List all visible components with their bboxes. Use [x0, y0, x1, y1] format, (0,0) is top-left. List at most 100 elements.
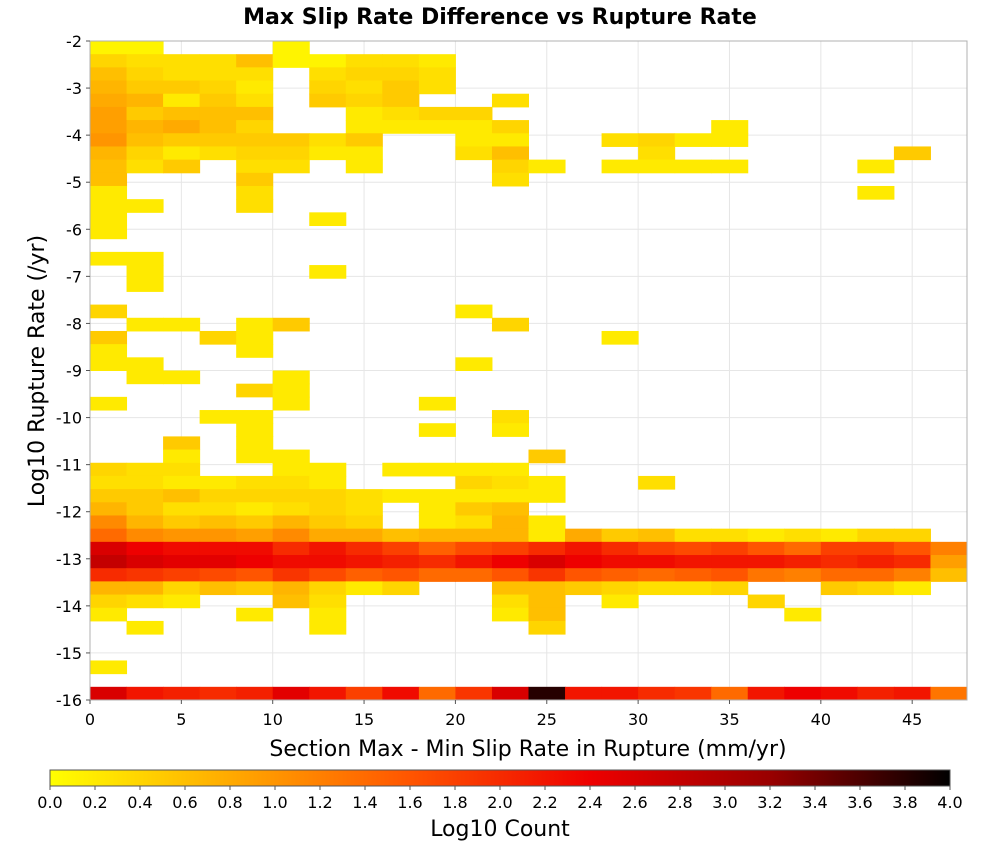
heatmap-cell	[893, 581, 931, 596]
heatmap-cell	[674, 133, 712, 147]
heatmap-cell	[309, 555, 347, 569]
heatmap-cell	[90, 106, 128, 121]
heatmap-cell	[236, 133, 274, 147]
heatmap-cell	[820, 541, 858, 556]
heatmap-cell	[236, 185, 274, 200]
heatmap-cell	[674, 528, 712, 543]
heatmap-cell	[638, 555, 676, 569]
heatmap-cell	[236, 383, 274, 398]
heatmap-cell	[126, 620, 164, 635]
heatmap-cell	[711, 541, 749, 556]
heatmap-cell	[345, 106, 383, 121]
heatmap-cell	[418, 489, 456, 503]
heatmap-cell	[126, 80, 164, 95]
heatmap-cell	[90, 80, 128, 95]
heatmap-cell	[638, 159, 676, 174]
heatmap-cell	[163, 67, 201, 82]
heatmap-cell	[163, 146, 201, 161]
heatmap-cell	[126, 489, 164, 503]
heatmap-cell	[126, 199, 164, 213]
heatmap-cell	[345, 555, 383, 569]
heatmap-cell	[90, 41, 128, 55]
colorbar-tick-label: 3.6	[847, 793, 872, 812]
colorbar-tick-label: 1.2	[307, 793, 332, 812]
heatmap-cell	[126, 475, 164, 490]
heatmap-cell	[455, 357, 493, 371]
heatmap-cell	[528, 620, 566, 635]
x-tick-label: 15	[354, 710, 374, 729]
heatmap-cell	[236, 67, 274, 82]
heatmap-cell	[163, 555, 201, 569]
heatmap-cell	[272, 555, 310, 569]
heatmap-cell	[638, 528, 676, 543]
x-tick-label: 25	[537, 710, 557, 729]
heatmap-cell	[199, 502, 237, 516]
heatmap-cell	[236, 449, 274, 464]
x-tick-label: 10	[263, 710, 283, 729]
heatmap-cell	[90, 489, 128, 503]
heatmap-cell	[163, 436, 201, 451]
heatmap-cell	[236, 436, 274, 451]
heatmap-cell	[418, 396, 456, 411]
heatmap-cell	[455, 515, 493, 530]
heatmap-cell	[272, 541, 310, 556]
x-tick-label: 30	[628, 710, 648, 729]
heatmap-cell	[236, 607, 274, 622]
heatmap-cell	[674, 159, 712, 174]
heatmap-cell	[455, 489, 493, 503]
heatmap-cell	[345, 54, 383, 68]
heatmap-cell	[272, 449, 310, 464]
heatmap-cell	[820, 555, 858, 569]
heatmap-cell	[491, 489, 529, 503]
heatmap-cell	[90, 502, 128, 516]
heatmap-cell	[418, 106, 456, 121]
heatmap-cell	[345, 686, 383, 701]
heatmap-cell	[711, 120, 749, 134]
heatmap-cell	[382, 568, 420, 582]
heatmap-cell	[163, 541, 201, 556]
colorbar-tick-label: 0.0	[37, 793, 62, 812]
heatmap-cell	[418, 528, 456, 543]
heatmap-cell	[236, 541, 274, 556]
heatmap-cells	[90, 41, 968, 701]
heatmap-cell	[747, 686, 785, 701]
heatmap-cell	[382, 106, 420, 121]
heatmap-cell	[90, 212, 128, 227]
heatmap-cell	[930, 555, 968, 569]
heatmap-cell	[784, 686, 822, 701]
heatmap-cell	[491, 159, 529, 174]
heatmap-cell	[90, 344, 128, 358]
heatmap-cell	[236, 410, 274, 424]
heatmap-cell	[163, 80, 201, 95]
heatmap-cell	[90, 475, 128, 490]
heatmap-cell	[711, 555, 749, 569]
heatmap-cell	[638, 146, 676, 161]
heatmap-cell	[90, 594, 128, 609]
heatmap-cell	[272, 686, 310, 701]
heatmap-cell	[199, 568, 237, 582]
heatmap-cell	[163, 594, 201, 609]
y-tick-label: -16	[56, 691, 82, 710]
heatmap-cell	[345, 67, 383, 82]
colorbar-tick-label: 2.2	[532, 793, 557, 812]
heatmap-cell	[90, 199, 128, 213]
heatmap-cell	[345, 80, 383, 95]
y-tick-label: -9	[66, 362, 82, 381]
heatmap-cell	[382, 528, 420, 543]
heatmap-cell	[491, 515, 529, 530]
heatmap-cell	[455, 304, 493, 319]
heatmap-cell	[601, 594, 639, 609]
heatmap-cell	[857, 555, 895, 569]
heatmap-cell	[418, 120, 456, 134]
heatmap-cell	[455, 106, 493, 121]
heatmap-cell	[126, 265, 164, 279]
heatmap-cell	[418, 462, 456, 477]
heatmap-cell	[418, 568, 456, 582]
heatmap-cell	[491, 462, 529, 477]
heatmap-cell	[199, 67, 237, 82]
heatmap-cell	[126, 120, 164, 134]
heatmap-cell	[418, 423, 456, 437]
heatmap-cell	[528, 555, 566, 569]
y-tick-label: -8	[66, 314, 82, 333]
heatmap-cell	[528, 449, 566, 464]
